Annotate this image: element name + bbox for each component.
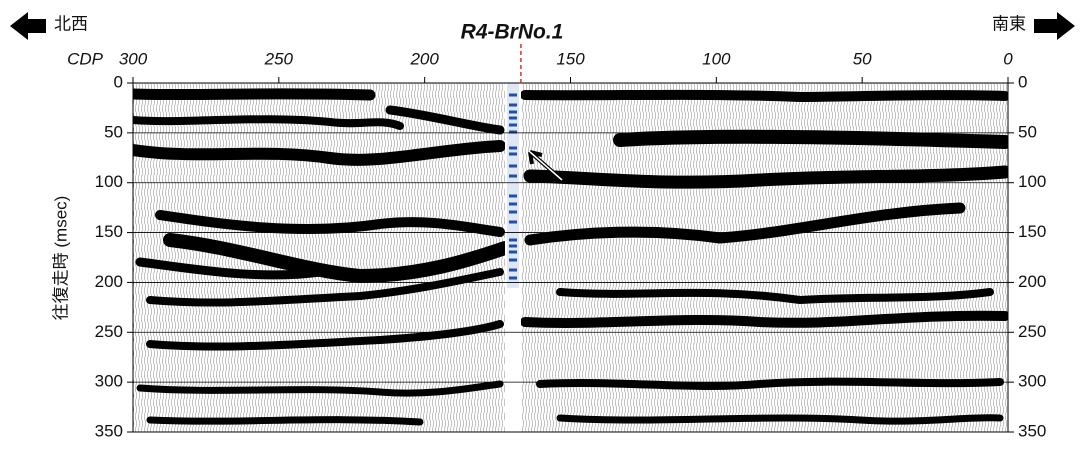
x-tick-label: 300: [119, 49, 148, 68]
x-tick-label: 50: [853, 49, 872, 68]
x-tick-label: 250: [264, 49, 294, 68]
y-tick-label-right: 0: [1018, 72, 1027, 91]
y-tick-label: 100: [95, 172, 123, 191]
y-tick-label-right: 100: [1018, 172, 1046, 191]
x-tick-label: 150: [556, 49, 585, 68]
y-tick-label-right: 50: [1018, 122, 1037, 141]
y-tick-label: 200: [95, 272, 123, 291]
y-tick-label-right: 150: [1018, 222, 1046, 241]
y-tick-label: 250: [95, 322, 123, 341]
y-tick-label-right: 350: [1018, 421, 1046, 440]
y-tick-label: 50: [104, 122, 123, 141]
x-tick-label: 200: [409, 49, 439, 68]
seismic-section: [133, 83, 1008, 432]
y-axis-label: 往復走時 (msec): [51, 196, 70, 321]
left-arrow: [10, 12, 46, 40]
y-tick-label: 350: [95, 421, 123, 440]
chart-title: R4-BrNo.1: [461, 21, 564, 44]
y-tick-label: 150: [95, 222, 123, 241]
y-tick-label: 0: [114, 72, 123, 91]
left-direction: 北西: [54, 14, 88, 33]
x-tick-label: 100: [702, 49, 731, 68]
x-tick-label: 0: [1003, 49, 1013, 68]
right-direction: 南東: [992, 14, 1026, 33]
x-axis-label: CDP: [67, 49, 104, 68]
annotation-arrow-inner: [529, 151, 563, 181]
y-tick-label-right: 200: [1018, 272, 1046, 291]
y-tick-label-right: 250: [1018, 322, 1046, 341]
y-tick-label-right: 300: [1018, 372, 1046, 391]
right-arrow: [1034, 12, 1075, 40]
y-tick-label: 300: [95, 372, 123, 391]
